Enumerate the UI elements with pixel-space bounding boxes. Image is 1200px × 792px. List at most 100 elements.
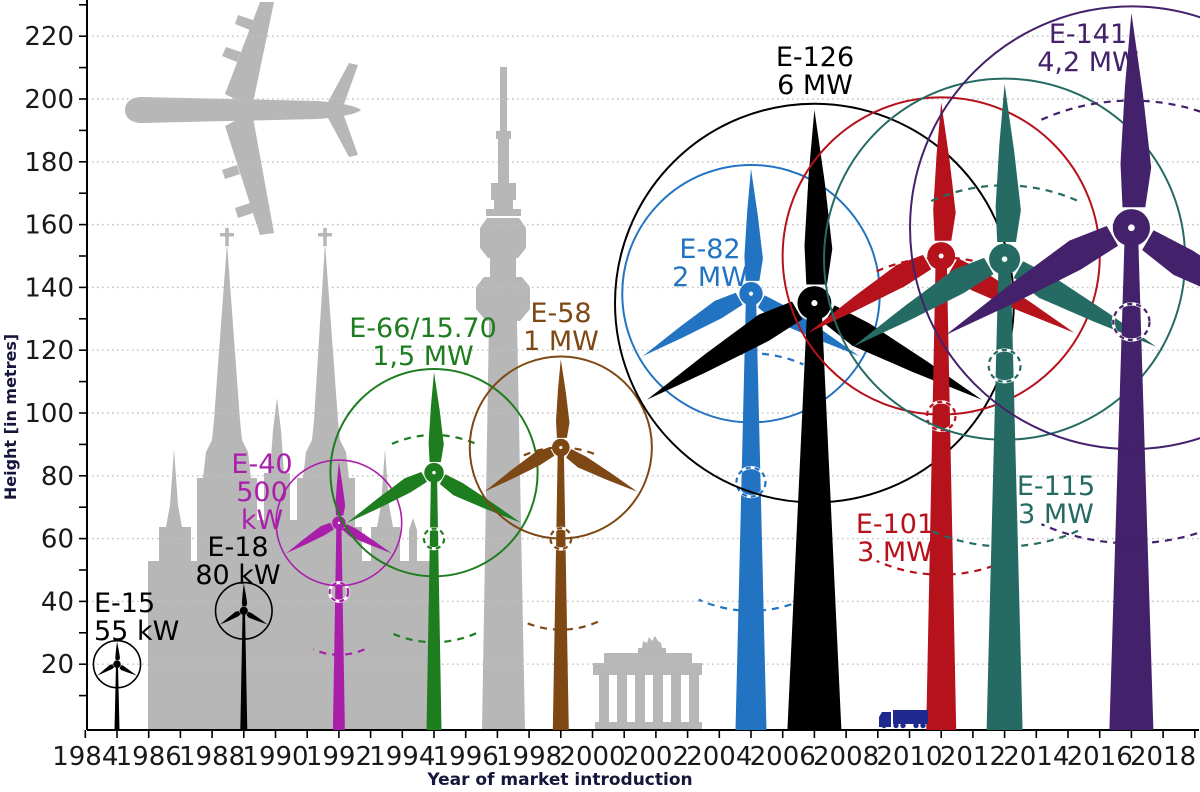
x-tick-label: 2008 (813, 742, 879, 772)
truck-wheel (920, 722, 926, 729)
rotor-hub-dot (432, 470, 436, 475)
rotor-blade (933, 102, 956, 241)
gate-column (635, 675, 645, 722)
x-tick-label: 2016 (1067, 742, 1133, 772)
wind-turbine-E-15 (92, 639, 142, 730)
turbine-label-E-66/15.70: E-66/15.70 (349, 313, 497, 344)
rotor-blade (428, 372, 444, 462)
turbine-label-E-18: E-18 (207, 532, 268, 563)
tv-tower-part (482, 321, 525, 729)
tv-tower-part (496, 131, 511, 139)
gate-entablature (593, 663, 702, 675)
tv-tower-part (476, 277, 530, 321)
gate-base (595, 722, 702, 729)
tv-tower-part (498, 139, 509, 183)
x-tick-label: 1994 (369, 742, 435, 772)
rotor-blade (484, 447, 555, 492)
y-tick-label: 180 (24, 148, 74, 178)
turbine-label-E-15: 55 kW (94, 616, 179, 647)
rotor-blade (241, 583, 248, 607)
wind-turbine-E-58 (468, 355, 653, 730)
x-tick-label: 2006 (750, 742, 816, 772)
rotor-circle (468, 355, 653, 540)
turbine-tower (735, 293, 767, 730)
x-tick-label: 1998 (496, 742, 562, 772)
turbine-tower (787, 303, 842, 730)
turbine-label-E-126: E-126 (776, 42, 854, 73)
rotor-blade (995, 84, 1021, 243)
rotor-blade (346, 472, 427, 523)
y-tick-label: 140 (24, 273, 74, 303)
gate-column (671, 675, 681, 722)
turbine-label-E-15: E-15 (94, 588, 155, 619)
alt-rotor-bottom-arc (1040, 523, 1200, 545)
gate-column (599, 675, 609, 722)
alt-hub-ring (925, 400, 957, 432)
x-tick-label: 2014 (1003, 742, 1069, 772)
y-tick-label: 80 (41, 462, 74, 492)
turbine-label-E-82: 2 MW (672, 262, 748, 293)
rotor-circle (214, 581, 273, 640)
rotor-blade (286, 522, 334, 554)
x-tick-label: 1996 (433, 742, 499, 772)
tv-tower-part (491, 183, 516, 200)
airplane-upper-wing (225, 2, 274, 108)
x-tick-label: 1992 (306, 742, 372, 772)
rotor-blade (115, 641, 120, 661)
wind-turbine-E-40 (275, 459, 403, 730)
alt-hub-ring (987, 348, 1022, 383)
turbine-label-E-40: 500 (236, 477, 288, 508)
airplane-upper-stabilizer (328, 63, 358, 107)
turbine-label-E-18: 80 kW (195, 560, 280, 591)
rotor-circle (909, 5, 1200, 451)
rotor-blade (335, 462, 346, 516)
cathedral-cross (220, 233, 234, 237)
airplane-engine (222, 47, 241, 62)
truck-silhouette (879, 710, 928, 729)
rotor-hub-dot (559, 445, 563, 450)
airplane-silhouette (125, 2, 361, 235)
x-tick-label: 2018 (1130, 742, 1196, 772)
airplane-lower-stabilizer (328, 113, 358, 157)
rotor-hub (239, 606, 248, 615)
rotor-hub-dot (1128, 224, 1135, 232)
turbine-label-E-40: E-40 (231, 449, 292, 480)
rotor-blade (808, 254, 932, 333)
airplane-fuselage (125, 97, 361, 123)
airplane-lower-wing (225, 112, 274, 235)
wind-turbine-E-18 (214, 581, 273, 730)
rotor-blade (566, 449, 638, 492)
turbine-tower (552, 447, 569, 730)
rotor-blade (744, 168, 763, 281)
alt-hub-ring (422, 527, 446, 550)
rotor-circle (275, 459, 403, 587)
gate-column (689, 675, 699, 722)
rotor-circle (329, 368, 539, 578)
alt-rotor-bottom-arc (698, 598, 804, 612)
alt-rotor-bottom-arc (876, 559, 1007, 576)
truck-wheel (900, 722, 906, 729)
rotor-blade (246, 611, 268, 625)
turbine-tower (114, 664, 120, 730)
x-tick-label: 2012 (940, 742, 1006, 772)
truck-wheel (893, 722, 899, 729)
y-tick-label: 100 (24, 399, 74, 429)
rotor-blade (1120, 13, 1152, 208)
turbine-label-E-115: E-115 (1017, 471, 1095, 502)
turbine-tower (240, 610, 248, 730)
x-tick-label: 2010 (876, 742, 942, 772)
rotor-blade (343, 524, 392, 554)
truck-wheel (913, 722, 919, 729)
alt-rotor-bottom-arc (312, 648, 365, 656)
cathedral-cross (323, 228, 327, 246)
cathedral-cross (225, 228, 229, 246)
alt-hub-ring (328, 581, 350, 603)
alt-hub-ring (735, 466, 767, 498)
tick-labels: 20 40 60 80 100 120 140 160 180 200 220 19841986198… (24, 22, 1196, 772)
gate-attic (604, 653, 692, 663)
rotor-blade (556, 359, 570, 438)
rotor-hub-dot (938, 253, 944, 259)
y-tick-label: 200 (24, 85, 74, 115)
rotor-blade (97, 664, 115, 676)
